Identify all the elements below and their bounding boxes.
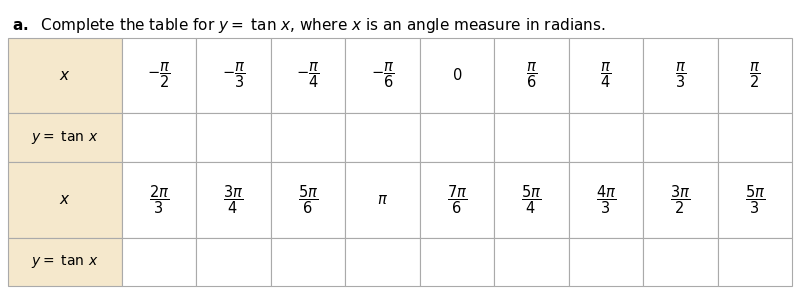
Text: $\dfrac{4\pi}{3}$: $\dfrac{4\pi}{3}$	[596, 184, 616, 216]
Bar	[420, 238, 494, 286]
Bar	[569, 162, 643, 238]
Bar	[718, 113, 792, 162]
Bar	[643, 113, 718, 162]
Bar	[569, 238, 643, 286]
Text: $\dfrac{7\pi}{6}$: $\dfrac{7\pi}{6}$	[446, 184, 467, 216]
Bar	[494, 238, 569, 286]
Bar	[270, 238, 345, 286]
Text: $\dfrac{3\pi}{4}$: $\dfrac{3\pi}{4}$	[223, 184, 243, 216]
Text: $\dfrac{3\pi}{2}$: $\dfrac{3\pi}{2}$	[670, 184, 690, 216]
Text: $\dfrac{\pi}{3}$: $\dfrac{\pi}{3}$	[674, 61, 686, 90]
Bar	[8, 113, 122, 162]
Bar	[643, 238, 718, 286]
Bar	[345, 38, 420, 113]
Text: $\dfrac{\pi}{4}$: $\dfrac{\pi}{4}$	[600, 61, 611, 90]
Bar	[196, 38, 270, 113]
Text: $\dfrac{5\pi}{4}$: $\dfrac{5\pi}{4}$	[521, 184, 542, 216]
Bar	[270, 38, 345, 113]
Bar	[196, 238, 270, 286]
Text: $-\dfrac{\pi}{4}$: $-\dfrac{\pi}{4}$	[296, 61, 320, 90]
Bar	[196, 113, 270, 162]
Bar	[345, 113, 420, 162]
Bar	[8, 162, 122, 238]
Text: $x$: $x$	[59, 193, 70, 207]
Bar	[718, 238, 792, 286]
Text: $\dfrac{5\pi}{3}$: $\dfrac{5\pi}{3}$	[745, 184, 765, 216]
Text: $-\dfrac{\pi}{3}$: $-\dfrac{\pi}{3}$	[222, 61, 245, 90]
Bar	[8, 238, 122, 286]
Bar	[122, 113, 196, 162]
Bar	[420, 38, 494, 113]
Bar	[643, 162, 718, 238]
Text: $0$: $0$	[452, 68, 462, 84]
Bar	[270, 162, 345, 238]
Text: $\dfrac{2\pi}{3}$: $\dfrac{2\pi}{3}$	[149, 184, 169, 216]
Bar	[643, 38, 718, 113]
Bar	[345, 238, 420, 286]
Bar	[122, 238, 196, 286]
Bar	[420, 162, 494, 238]
Bar	[122, 162, 196, 238]
Bar	[718, 38, 792, 113]
Text: $\pi$: $\pi$	[377, 193, 388, 207]
Text: $x$: $x$	[59, 68, 70, 83]
Bar	[270, 113, 345, 162]
Bar	[569, 38, 643, 113]
Bar	[494, 162, 569, 238]
Bar	[345, 162, 420, 238]
Text: $\mathbf{a.}$  Complete the table for $y =$ tan $x$, where $x$ is an angle measu: $\mathbf{a.}$ Complete the table for $y …	[12, 16, 606, 35]
Text: $-\dfrac{\pi}{2}$: $-\dfrac{\pi}{2}$	[147, 61, 170, 90]
Text: $y =$ tan $x$: $y =$ tan $x$	[31, 253, 98, 271]
Text: $\dfrac{5\pi}{6}$: $\dfrac{5\pi}{6}$	[298, 184, 318, 216]
Bar	[494, 113, 569, 162]
Bar	[494, 38, 569, 113]
Bar	[196, 162, 270, 238]
Text: $y =$ tan $x$: $y =$ tan $x$	[31, 129, 98, 146]
Bar	[420, 113, 494, 162]
Text: $\dfrac{\pi}{2}$: $\dfrac{\pi}{2}$	[749, 61, 761, 90]
Bar	[718, 162, 792, 238]
Bar	[8, 38, 122, 113]
Text: $\dfrac{\pi}{6}$: $\dfrac{\pi}{6}$	[526, 61, 537, 90]
Bar	[122, 38, 196, 113]
Bar	[569, 113, 643, 162]
Text: $-\dfrac{\pi}{6}$: $-\dfrac{\pi}{6}$	[370, 61, 394, 90]
